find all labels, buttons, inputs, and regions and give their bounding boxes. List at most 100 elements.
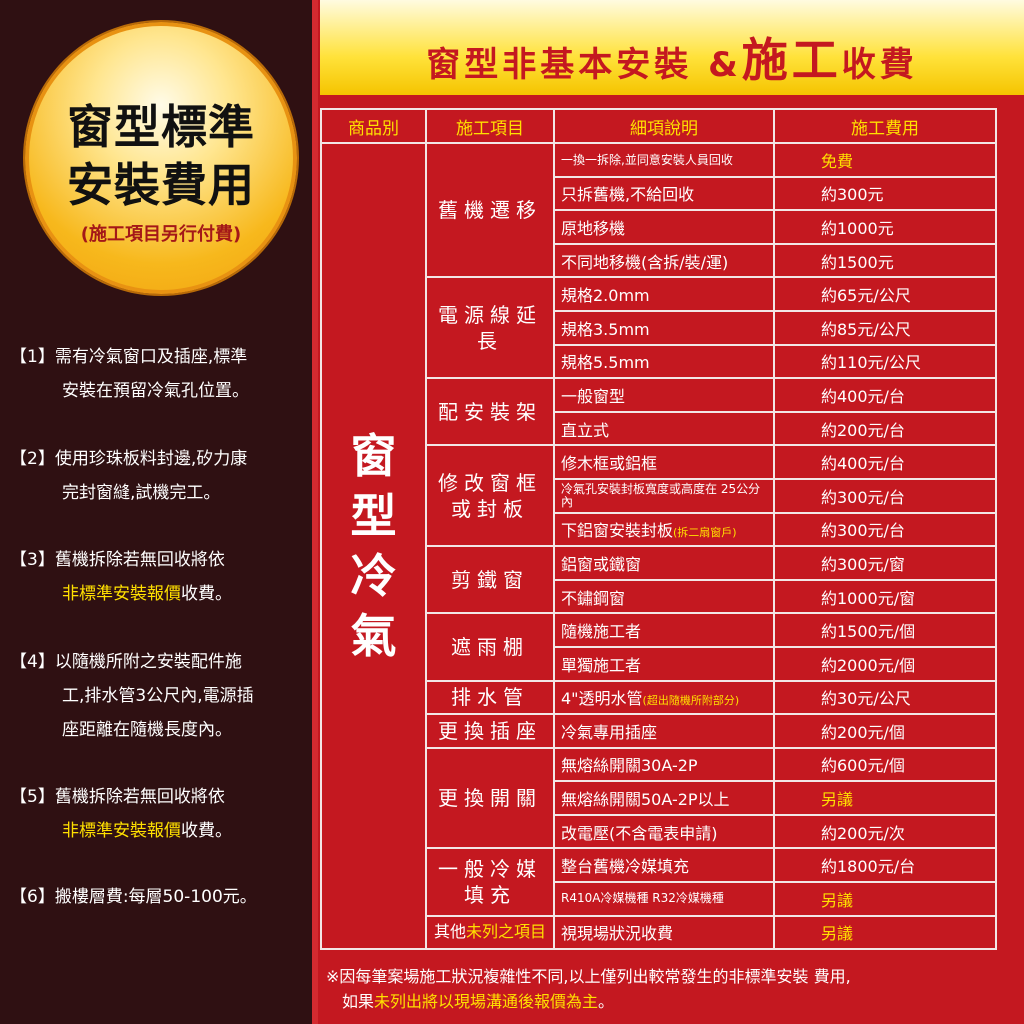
note-number: 【3】 — [10, 550, 55, 570]
title-banner — [320, 0, 1024, 95]
fee-cell: 約200元/次 — [773, 813, 997, 850]
note-text: 舊機拆除若無回收將依 — [54, 550, 225, 570]
header-fee: 施工費用 — [773, 108, 997, 144]
note-number: 【5】 — [10, 787, 55, 807]
title-emphasis: 施工 — [741, 33, 842, 87]
note-text: 使用珍珠板料封邊,矽力康 — [54, 449, 248, 469]
badge-line1: 窗型標準 — [67, 100, 255, 154]
item-cell: 其他未列之項目 — [425, 914, 555, 951]
detail-cell: 直立式 — [553, 410, 775, 447]
note-line: 工,排水管3公尺內,電源插 — [18, 679, 254, 713]
footer-text: 如果 — [342, 992, 375, 1011]
detail-cell: R410A冷媒機種 R32冷媒機種 — [553, 881, 775, 917]
fee-cell: 約600元/個 — [773, 746, 997, 783]
table-row: 規格5.5mm 約110元/公尺 — [321, 343, 997, 380]
item-cell: 修改窗框或封板 — [425, 444, 555, 548]
table-row: 電源線延長 規格2.0mm 約65元/公尺 — [321, 276, 997, 380]
header-detail: 細項說明 — [553, 108, 775, 144]
fee-cell: 約200元/個 — [773, 713, 997, 749]
note-text: 以隨機所附之安裝配件施 — [54, 652, 242, 672]
note-line: 安裝在預留冷氣孔位置。 — [18, 374, 249, 408]
header-product: 商品別 — [320, 108, 427, 144]
header-item: 施工項目 — [425, 108, 555, 144]
note-number: 【4】 — [10, 652, 55, 672]
note-text: 完封窗縫,試機完工。 — [62, 483, 221, 503]
table-row: 原地移機 約1000元 — [321, 209, 997, 245]
detail-cell: 不鏽鋼窗 — [553, 578, 775, 615]
item-cell: 配安裝架 — [425, 377, 555, 447]
note-line: 座距離在隨機長度內。 — [18, 713, 254, 747]
fee-cell: 另議 — [773, 780, 997, 816]
note-number: 【1】 — [10, 347, 55, 367]
detail-cell: 規格3.5mm — [553, 309, 775, 346]
item-cell: 舊機遷移 — [425, 141, 555, 279]
note-number: 【6】 — [10, 887, 55, 907]
note-line: 【2】使用珍珠板料封邊,矽力康 — [10, 442, 248, 476]
note-item: 【1】需有冷氣窗口及插座,標準安裝在預留冷氣孔位置。 — [10, 340, 249, 408]
table-row: 修改窗框或封板 修木框或鋁框 約400元/台 — [321, 444, 997, 548]
note-line: 【6】搬樓層費:每層50-100元。 — [10, 880, 257, 914]
fee-cell: 約300元 — [773, 175, 997, 212]
detail-cell: 無熔絲開關30A-2P — [553, 746, 775, 783]
note-line: 非標準安裝報價收費。 — [18, 577, 232, 611]
table-row: 更換插座 冷氣專用插座 約200元/個 — [321, 713, 997, 749]
badge-line2: 安裝費用 — [67, 158, 255, 212]
detail-cell: 下鋁窗安裝封板(拆二扇窗戶) — [553, 511, 775, 548]
item-cell: 電源線延長 — [425, 276, 555, 380]
table-row: 單獨施工者 約2000元/個 — [321, 645, 997, 682]
fee-cell: 約200元/台 — [773, 410, 997, 447]
product-cell: 窗型冷氣 — [320, 141, 427, 951]
table-row: 更換開關 無熔絲開關30A-2P 約600元/個 — [321, 746, 997, 850]
table-row: 其他未列之項目 視現場狀況收費 另議 — [321, 914, 997, 951]
detail-cell: 修木框或鋁框 — [553, 444, 775, 480]
detail-cell: 視現場狀況收費 — [553, 914, 775, 951]
item-highlight: 未列之項目 — [466, 922, 547, 942]
detail-cell: 規格5.5mm — [553, 343, 775, 380]
note-item: 【2】使用珍珠板料封邊,矽力康完封窗縫,試機完工。 — [10, 442, 248, 510]
note-line: 【5】舊機拆除若無回收將依 — [10, 780, 232, 814]
item-cell: 遮雨棚 — [425, 612, 555, 682]
footer-line2: 如果未列出將以現場溝通後報價為主。 — [326, 989, 851, 1014]
detail-cell: 無熔絲開關50A-2P以上 — [553, 780, 775, 816]
footer-highlight: 未列出將以現場溝通後報價為主 — [374, 992, 599, 1011]
item-cell: 更換開關 — [425, 746, 555, 850]
footer-note: ※因每筆案場施工狀況複雜性不同,以上僅列出較常發生的非標準安裝 費用, 如果未列… — [326, 964, 851, 1014]
fee-cell: 另議 — [773, 881, 997, 917]
fee-cell: 約30元/公尺 — [773, 679, 997, 716]
fee-cell: 約2000元/個 — [773, 645, 997, 682]
fee-cell: 約1000元/窗 — [773, 578, 997, 615]
fee-cell: 約400元/台 — [773, 377, 997, 413]
fee-cell: 另議 — [773, 914, 997, 951]
fee-cell: 約400元/台 — [773, 444, 997, 480]
note-highlight: 非標準安裝報價 — [62, 584, 181, 604]
table-row: 無熔絲開關50A-2P以上 另議 — [321, 780, 997, 816]
fee-cell: 約85元/公尺 — [773, 309, 997, 346]
detail-cell: 不同地移機(含拆/裝/運) — [553, 242, 775, 279]
table-row: 直立式 約200元/台 — [321, 410, 997, 447]
fee-table: 商品別 施工項目 細項說明 施工費用 窗型冷氣 舊機遷移 一換一拆除,並同意安裝人員… — [320, 108, 997, 951]
item-cell: 更換插座 — [425, 713, 555, 749]
fee-cell: 約1800元/台 — [773, 847, 997, 884]
title-part: 收費 — [841, 45, 918, 85]
detail-cell: 單獨施工者 — [553, 645, 775, 682]
table-row: 不同地移機(含拆/裝/運) 約1500元 — [321, 242, 997, 279]
note-number: 【2】 — [10, 449, 55, 469]
table-row: 配安裝架 一般窗型 約400元/台 — [321, 377, 997, 447]
note-text: 收費。 — [181, 821, 232, 841]
note-text: 搬樓層費:每層50-100元。 — [54, 887, 257, 907]
footer-line1: ※因每筆案場施工狀況複雜性不同,以上僅列出較常發生的非標準安裝 費用, — [326, 967, 851, 986]
table-row: 一般冷媒填充 整台舊機冷媒填充 約1800元/台 — [321, 847, 997, 917]
note-text: 座距離在隨機長度內。 — [62, 720, 232, 740]
note-line: 【3】舊機拆除若無回收將依 — [10, 543, 232, 577]
note-text: 需有冷氣窗口及插座,標準 — [54, 347, 248, 367]
note-line: 完封窗縫,試機完工。 — [18, 476, 247, 510]
table-row: 改電壓(不含電表申請) 約200元/次 — [321, 813, 997, 850]
fee-cell: 約110元/公尺 — [773, 343, 997, 380]
detail-cell: 一般窗型 — [553, 377, 775, 413]
detail-cell: 一換一拆除,並同意安裝人員回收 — [553, 142, 775, 178]
note-item: 【4】以隨機所附之安裝配件施工,排水管3公尺內,電源插座距離在隨機長度內。 — [10, 645, 254, 747]
table-row: 剪鐵窗 鋁窗或鐵窗 約300元/窗 — [321, 545, 997, 615]
detail-cell: 只拆舊機,不給回收 — [553, 175, 775, 212]
detail-cell: 隨機施工者 — [553, 612, 775, 648]
fee-cell: 免費 — [773, 142, 997, 178]
